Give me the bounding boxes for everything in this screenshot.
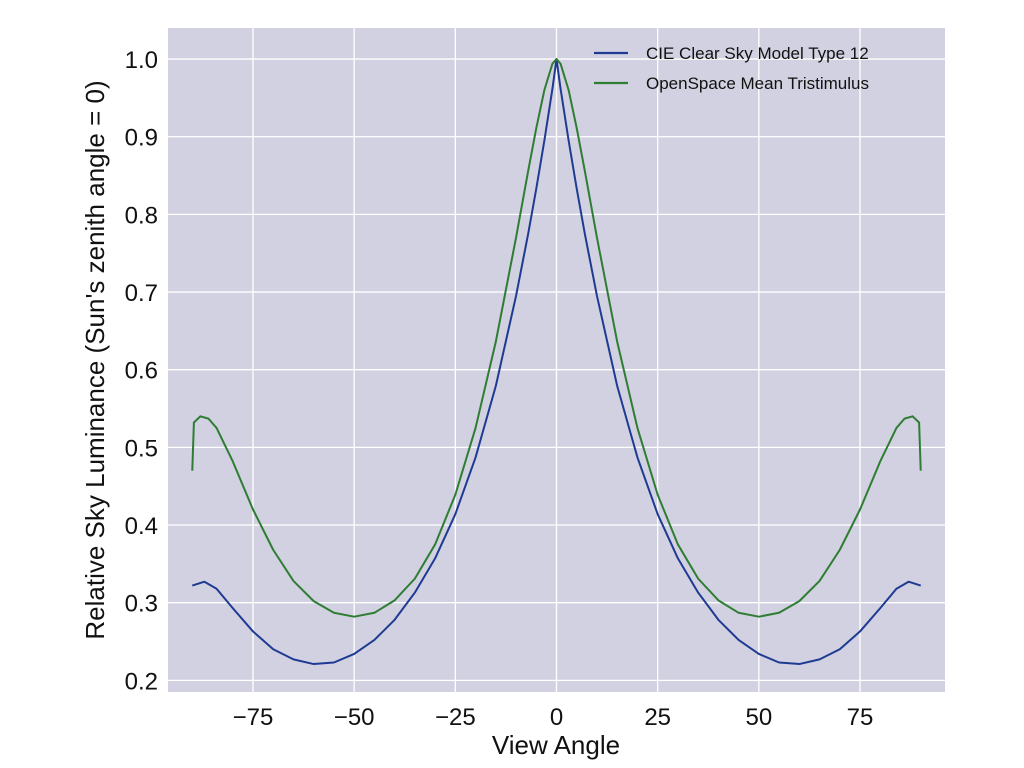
x-tick-label: −25 <box>435 704 476 731</box>
y-tick-label: 0.8 <box>125 202 158 229</box>
series-line-1 <box>191 58 922 618</box>
x-tick-label: 25 <box>644 704 671 731</box>
x-tick-label: 50 <box>745 704 772 731</box>
x-tick-label: 0 <box>550 704 563 731</box>
y-tick-label: 0.3 <box>125 591 158 618</box>
y-tick-label: 0.5 <box>125 435 158 462</box>
y-tick-label: 1.0 <box>125 47 158 74</box>
y-tick-label: 0.6 <box>125 358 158 385</box>
x-tick-label: −75 <box>233 704 274 731</box>
y-axis-ticks: 0.2 0.3 0.4 0.5 0.6 0.7 0.8 0.9 1.0 <box>125 47 158 695</box>
x-tick-label: −50 <box>334 704 375 731</box>
y-tick-label: 0.9 <box>125 125 158 152</box>
y-tick-label: 0.2 <box>125 668 158 695</box>
legend-label-cie: CIE Clear Sky Model Type 12 <box>646 44 869 63</box>
grid <box>168 28 945 692</box>
y-tick-label: 0.4 <box>125 513 158 540</box>
series-lines <box>191 58 922 666</box>
y-axis-title: Relative Sky Luminance (Sun's zenith ang… <box>80 80 110 639</box>
x-tick-label: 75 <box>847 704 874 731</box>
x-axis-title: View Angle <box>492 730 620 760</box>
legend: CIE Clear Sky Model Type 12 OpenSpace Me… <box>594 44 869 93</box>
y-tick-label: 0.7 <box>125 280 158 307</box>
legend-label-openspace: OpenSpace Mean Tristimulus <box>646 74 869 93</box>
x-axis-ticks: −75 −50 −25 0 25 50 75 <box>233 704 874 731</box>
